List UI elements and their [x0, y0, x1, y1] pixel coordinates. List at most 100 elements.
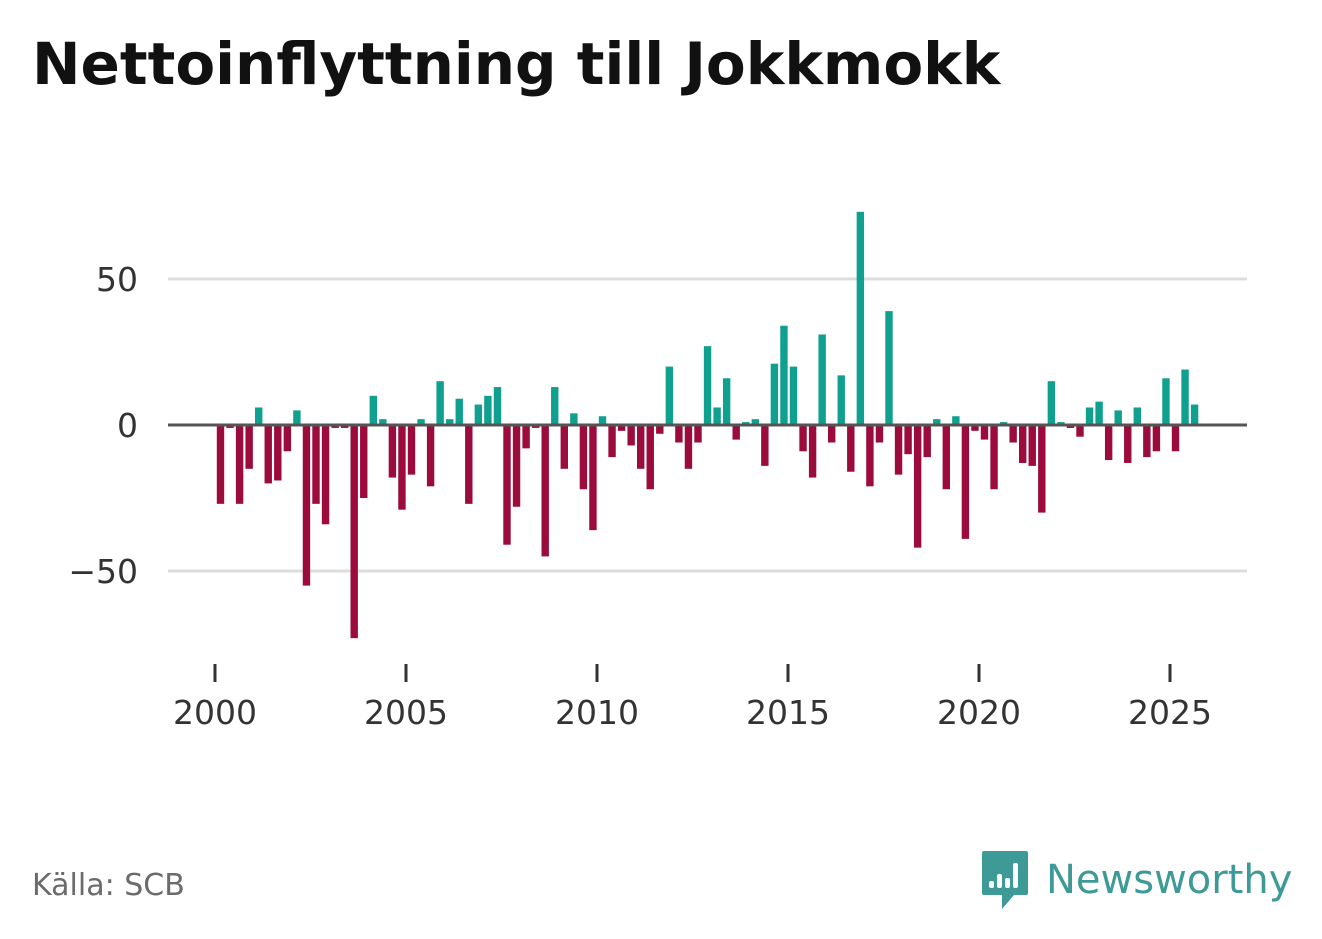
x-tick-label: 2020 [937, 693, 1021, 732]
bar [379, 419, 387, 425]
bar [617, 425, 626, 431]
bar [522, 425, 530, 449]
bar [1190, 404, 1199, 425]
bar [360, 425, 368, 498]
bar [570, 413, 578, 425]
x-tick-label: 2005 [364, 693, 448, 732]
bar [551, 387, 559, 425]
bar [675, 425, 683, 443]
bar [828, 425, 836, 443]
bar [637, 425, 645, 469]
bar [407, 425, 416, 475]
bar [665, 366, 674, 425]
bar [1047, 381, 1056, 425]
bar [847, 425, 855, 472]
bar [789, 366, 798, 425]
bar [990, 425, 998, 490]
bar [761, 425, 769, 466]
bar [426, 425, 435, 487]
bar [627, 425, 635, 446]
bar [780, 325, 788, 425]
x-tick-label: 2000 [173, 693, 257, 732]
bar [283, 425, 292, 452]
chart-title: Nettoinflyttning till Jokkmokk [32, 30, 1001, 98]
bar [808, 425, 817, 478]
bar [1095, 401, 1103, 425]
bar [971, 425, 979, 431]
bar [321, 425, 330, 525]
bar [474, 404, 483, 425]
bar [952, 416, 960, 425]
bars [216, 211, 1199, 639]
y-tick-label: 0 [117, 406, 138, 445]
brand-name: Newsworthy [1046, 857, 1293, 903]
bar [369, 395, 377, 425]
bar [1009, 425, 1017, 443]
bar [302, 425, 311, 586]
bar [579, 425, 588, 490]
bar [894, 425, 903, 475]
bar [235, 425, 244, 504]
bar [1114, 410, 1122, 425]
bar [589, 425, 597, 531]
bar [1143, 425, 1151, 458]
bar [465, 425, 473, 504]
bar [436, 381, 444, 425]
y-tick-label: −50 [68, 552, 138, 591]
bar [866, 425, 874, 487]
bar [398, 425, 406, 510]
bar [541, 425, 549, 557]
bar [703, 346, 712, 425]
bar [904, 425, 912, 455]
bar [942, 425, 950, 490]
x-tick-label: 2015 [746, 693, 830, 732]
bar [512, 425, 521, 507]
newsworthy-logo: Newsworthy [980, 848, 1292, 912]
newsworthy-logo-icon [982, 851, 1028, 909]
bar [885, 311, 893, 425]
bar [1181, 369, 1189, 425]
x-tick-label: 2010 [555, 693, 639, 732]
bar [799, 425, 807, 452]
bar [961, 425, 970, 539]
bar [417, 419, 425, 425]
bar [255, 407, 263, 425]
bar [684, 425, 693, 469]
bar [770, 363, 779, 425]
x-axis: 2000 2005 2010 2015 2020 2025 [173, 664, 1212, 732]
grid-lines [168, 277, 1247, 573]
bar [503, 425, 511, 545]
bar [484, 395, 492, 425]
bar [837, 375, 845, 425]
bar [274, 425, 282, 481]
bar [293, 410, 301, 425]
bar [350, 425, 358, 639]
bar [1124, 425, 1132, 463]
bar [312, 425, 320, 504]
y-tick-label: 50 [96, 260, 138, 299]
bar [608, 425, 616, 458]
bar [1152, 425, 1161, 452]
bar [560, 425, 568, 469]
bar [856, 211, 865, 425]
bar [1133, 407, 1141, 425]
bar [1019, 425, 1027, 463]
bar [1162, 378, 1170, 425]
bar [455, 398, 463, 425]
bar [923, 425, 931, 458]
x-tick-label: 2025 [1128, 693, 1212, 732]
bar [913, 425, 922, 548]
bar [713, 407, 721, 425]
bar [264, 425, 272, 484]
y-axis: 50 0 −50 [68, 260, 138, 591]
bar [980, 425, 989, 440]
bar [656, 425, 664, 434]
bar [388, 425, 397, 478]
bar [446, 419, 454, 425]
bar [1171, 425, 1180, 452]
bar [694, 425, 702, 443]
bar [1085, 407, 1094, 425]
bar [1076, 425, 1084, 437]
bar [245, 425, 253, 469]
